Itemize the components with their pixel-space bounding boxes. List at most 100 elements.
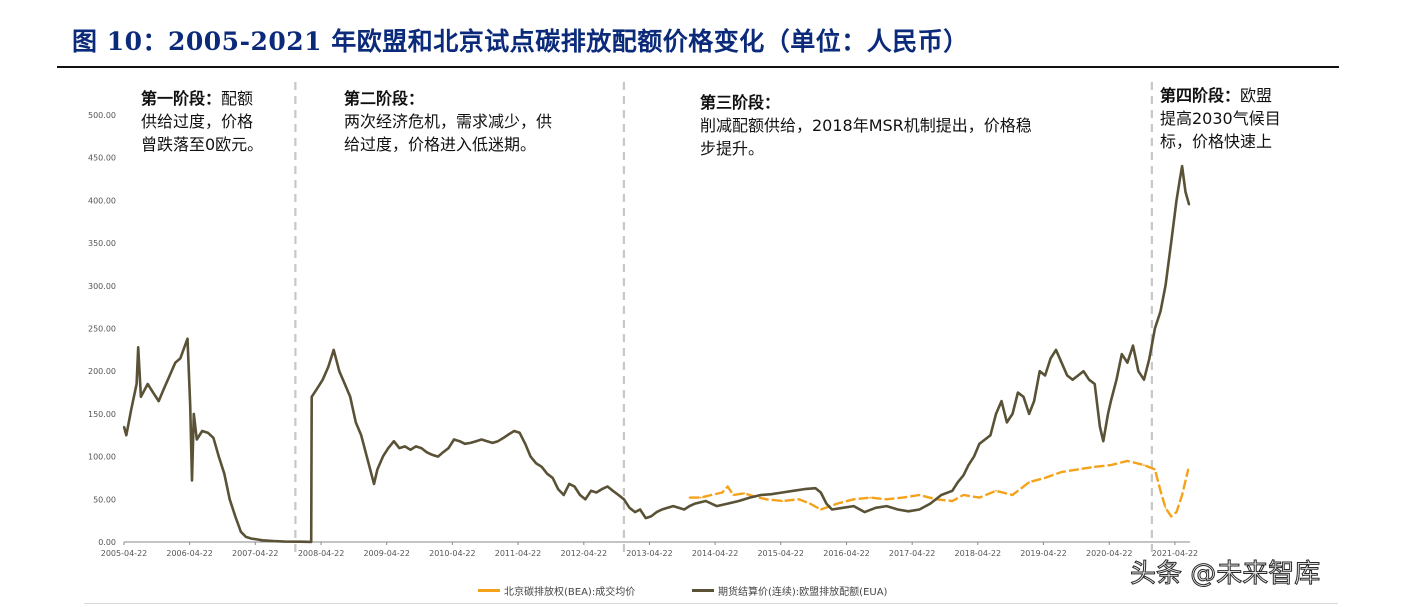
eua-point xyxy=(1126,361,1129,364)
eua-point xyxy=(1071,378,1074,381)
bea-point xyxy=(1011,494,1014,496)
eua-point xyxy=(1184,190,1187,193)
eua-point xyxy=(568,483,571,485)
eua-point xyxy=(951,489,954,492)
eua-point xyxy=(841,506,844,509)
legend-swatch-eua xyxy=(692,589,714,592)
eua-point xyxy=(1017,391,1019,394)
bea-point xyxy=(1044,477,1046,479)
eua-point xyxy=(918,508,921,511)
bea-point xyxy=(797,498,800,501)
eua-point xyxy=(305,540,308,543)
eua-point xyxy=(1049,357,1052,360)
y-tick-label: 150.00 xyxy=(88,410,116,419)
bea-point xyxy=(1187,468,1190,471)
figure-title: 图 10：2005-2021 年欧盟和北京试点碳排放配额价格变化（单位：人民币） xyxy=(72,27,969,56)
eua-point xyxy=(186,337,189,340)
phase-4-line-2: 提高2030气候目 xyxy=(1160,109,1281,128)
eua-point xyxy=(1170,242,1173,245)
eua-point xyxy=(349,395,352,398)
eua-point xyxy=(486,440,488,443)
phase-2-annotation: 第二阶段： 两次经济危机，需求减少，供 给过度，价格进入低迷期。 xyxy=(344,87,624,156)
eua-point xyxy=(978,442,981,445)
bea-point xyxy=(852,498,855,501)
eua-point xyxy=(140,395,142,398)
eua-point xyxy=(940,494,943,496)
eua-point xyxy=(250,537,253,540)
bea-point xyxy=(710,494,713,496)
y-tick-label: 400.00 xyxy=(88,196,116,205)
eua-point xyxy=(223,472,226,475)
bea-point xyxy=(1143,464,1145,467)
eua-point xyxy=(1033,400,1035,402)
eua-point xyxy=(299,540,302,543)
phase-4-line-1: 欧盟 xyxy=(1240,86,1273,105)
eua-point xyxy=(1188,203,1191,206)
eua-point xyxy=(152,391,155,394)
eua-point xyxy=(513,430,516,432)
eua-point xyxy=(661,508,663,511)
x-tick-label: 2008-04-22 xyxy=(298,549,345,558)
series-line-bea xyxy=(689,459,1190,518)
eua-point xyxy=(551,477,554,479)
bea-point xyxy=(951,500,954,502)
eua-point xyxy=(644,517,647,519)
series-line-eua xyxy=(122,164,1191,544)
eua-point xyxy=(387,447,390,449)
legend-label-bea: 北京碳排放权(BEA):成交均价 xyxy=(504,587,636,598)
eua-point xyxy=(518,431,521,434)
eua-point xyxy=(694,502,697,505)
eua-point xyxy=(447,447,450,449)
eua-point xyxy=(195,438,198,441)
eua-point xyxy=(1143,378,1145,381)
eua-point xyxy=(989,434,992,437)
eua-point xyxy=(562,494,565,496)
phase-dividers xyxy=(294,82,1153,556)
bea-point xyxy=(1126,459,1129,462)
eua-point xyxy=(201,430,204,432)
eua-point xyxy=(354,421,357,424)
eua-point xyxy=(217,455,220,458)
eua-point xyxy=(409,448,412,451)
y-tick-label: 200.00 xyxy=(88,367,116,376)
eua-point xyxy=(125,434,128,437)
eua-point xyxy=(137,346,140,349)
y-tick-label: 100.00 xyxy=(88,453,116,462)
eua-point xyxy=(179,357,182,360)
eua-point xyxy=(157,400,160,402)
y-tick-label: 350.00 xyxy=(88,239,116,248)
eua-point xyxy=(1082,370,1085,373)
eua-point xyxy=(338,370,341,373)
eua-point xyxy=(206,431,209,434)
eua-point xyxy=(655,511,658,514)
eua-point xyxy=(255,538,258,541)
eua-point xyxy=(442,451,444,454)
eua-point xyxy=(245,535,247,538)
phase-3-line-2: 削减配额供给，2018年MSR机制提出，价格稳 xyxy=(700,116,1032,135)
watermark: 头条 @未来智库 xyxy=(1129,559,1321,590)
eua-point xyxy=(403,445,406,448)
eua-point xyxy=(634,511,636,514)
eua-point xyxy=(360,434,363,437)
eua-point xyxy=(715,505,718,508)
eua-point xyxy=(1028,413,1030,415)
eua-point xyxy=(1011,413,1014,415)
phase-1-line-3: 曾跌落至0欧元。 xyxy=(141,135,264,154)
eua-point xyxy=(228,498,231,501)
phase-3-annotation: 第三阶段： 削减配额供给，2018年MSR机制提出，价格稳 步提升。 xyxy=(700,91,1110,160)
eua-point xyxy=(168,374,171,377)
eua-point xyxy=(792,489,795,492)
legend-item-eua: 期货结算价(连续):欧盟排放配额(EUA) xyxy=(692,583,887,598)
x-tick-label: 2021-04-22 xyxy=(1152,549,1199,558)
eua-point xyxy=(1154,327,1156,330)
eua-point xyxy=(123,425,125,428)
x-tick-label: 2009-04-22 xyxy=(363,549,410,558)
eua-point xyxy=(1115,378,1118,381)
legend-label-eua: 期货结算价(连续):欧盟排放配额(EUA) xyxy=(718,587,888,598)
eua-point xyxy=(737,500,740,502)
bea-point xyxy=(1109,464,1112,467)
eua-point xyxy=(189,404,192,407)
x-tick-label: 2014-04-22 xyxy=(692,549,739,558)
eua-point xyxy=(770,493,773,496)
eua-point xyxy=(1038,370,1041,373)
